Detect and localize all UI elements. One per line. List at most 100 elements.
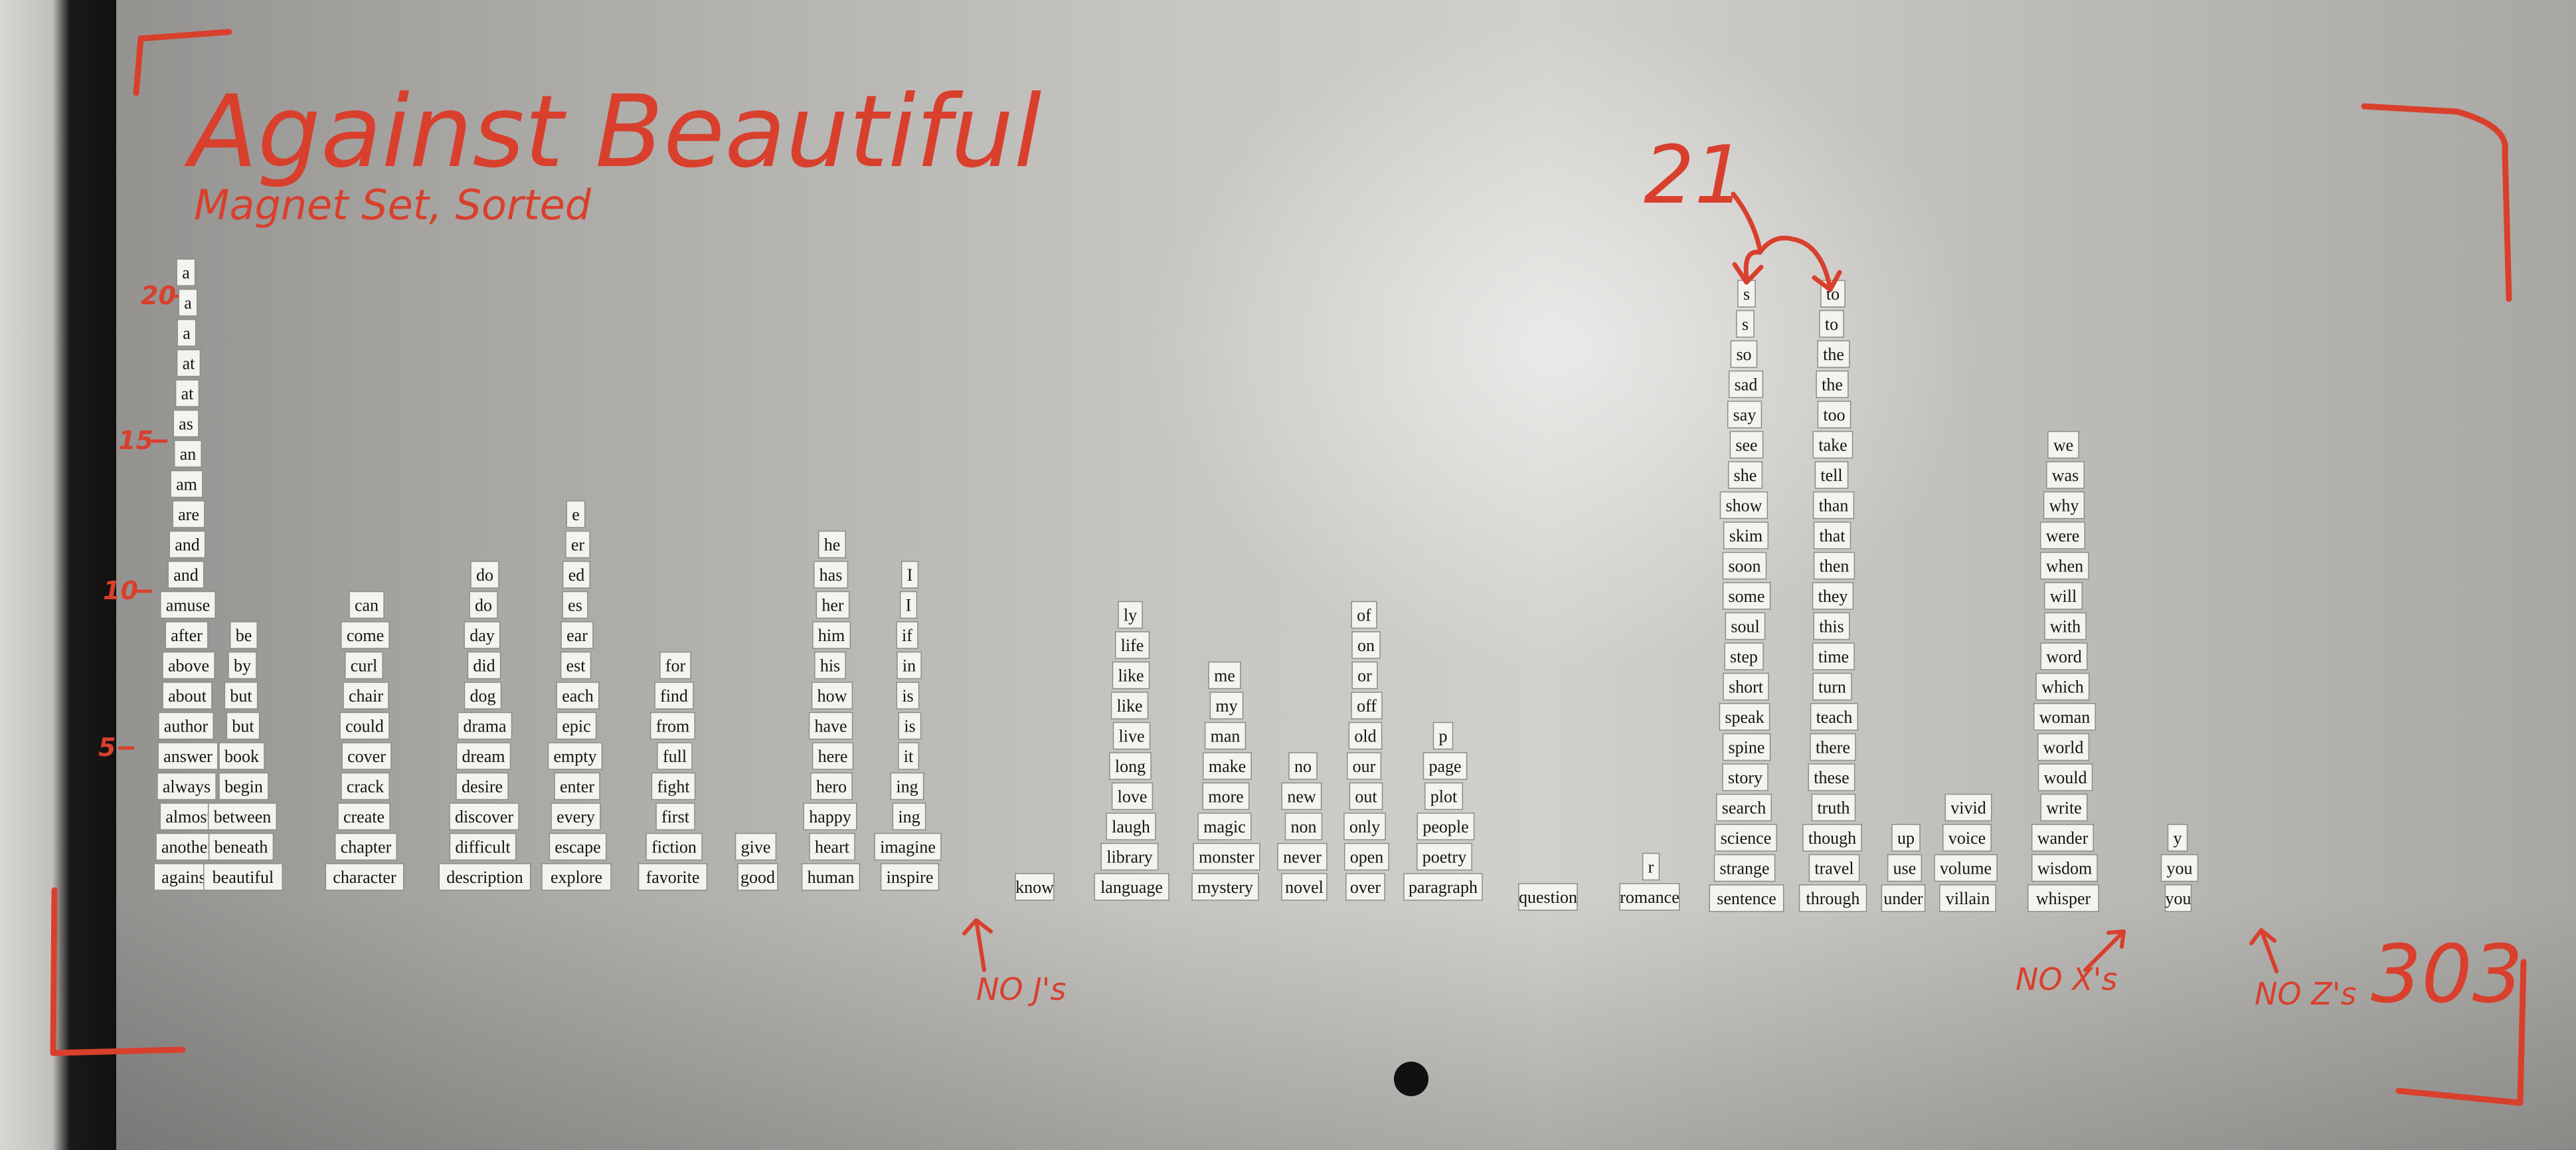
tile-rect: [1816, 370, 1849, 399]
word-tile: at: [175, 379, 200, 407]
tile-word: character: [333, 868, 396, 887]
word-tile: use: [1887, 854, 1923, 882]
tile-rect: [457, 712, 513, 740]
tile-rect: [162, 651, 215, 680]
tile-word: say: [1733, 405, 1757, 425]
tile-rect: [554, 772, 600, 801]
tile-rect: [218, 742, 265, 770]
tile-rect: [737, 863, 778, 891]
word-tile: spine: [1722, 733, 1771, 761]
tile-word: create: [343, 807, 385, 826]
tile-rect: [159, 803, 218, 830]
word-tile: the: [1817, 340, 1850, 368]
tile-rect: [1351, 601, 1377, 629]
column-f: favorite fiction first fight full from find for: [638, 651, 708, 891]
tile-word: how: [817, 686, 847, 706]
tile-word: than: [1819, 496, 1849, 516]
tile-word: a: [182, 263, 190, 282]
tile-word: against: [161, 868, 211, 887]
tile-rect: [1722, 551, 1767, 580]
column-t: through travel though truth these there teach t…: [1798, 280, 1867, 912]
tile-word: were: [2046, 526, 2080, 545]
column-g: good give: [734, 832, 778, 891]
tile-rect: [1094, 873, 1169, 901]
word-tile: create: [337, 803, 390, 830]
word-tile: day: [464, 621, 501, 649]
word-tile: give: [734, 832, 777, 861]
tile-word: heart: [815, 838, 850, 857]
x-tick-label: know: [1015, 873, 1055, 901]
tile-word: short: [1729, 678, 1764, 697]
tile-word: wisdom: [2037, 859, 2092, 878]
word-tile: will: [2044, 582, 2083, 610]
tile-rect: [2047, 431, 2079, 459]
word-tile: people: [1417, 813, 1475, 840]
tile-word: ly: [1124, 606, 1137, 625]
tile-word: novel: [1285, 878, 1324, 897]
column-b: beautiful beneath between begin book but but by…: [203, 621, 283, 891]
tile-word: inspire: [887, 868, 934, 887]
tile-rect: [1737, 280, 1756, 308]
tile-rect: [1727, 401, 1762, 429]
tile-word: too: [1823, 405, 1845, 425]
word-tile: take: [1812, 431, 1853, 459]
word-tile: his: [814, 651, 846, 680]
x-tick-label: good: [737, 863, 778, 891]
tile-word: soon: [1728, 557, 1760, 576]
word-tile: ing: [890, 772, 924, 801]
tile-rect: [1202, 782, 1250, 811]
tile-rect: [175, 379, 200, 407]
annotation-no-z: NO Z's: [2249, 928, 2356, 1012]
tile-rect: [1204, 721, 1246, 750]
tile-rect: [1798, 884, 1867, 912]
no-z-arrow: [2249, 928, 2278, 973]
tile-rect: [2164, 884, 2192, 912]
tile-rect: [1351, 631, 1381, 659]
tile-word: with: [2050, 617, 2081, 636]
word-tile: non: [1284, 813, 1323, 840]
tile-rect: [1281, 873, 1328, 901]
word-tile: this: [1813, 612, 1850, 640]
tile-rect: [809, 832, 855, 861]
tile-rect: [170, 470, 203, 498]
tile-rect: [803, 803, 857, 830]
tile-rect: [341, 621, 390, 649]
tile-word: woman: [2039, 708, 2091, 727]
tile-rect: [562, 561, 590, 589]
tile-rect: [2031, 824, 2094, 852]
tile-word: in: [902, 656, 916, 676]
tile-rect: [1819, 310, 1844, 338]
tile-rect: [208, 832, 274, 861]
tile-word: they: [1818, 587, 1848, 606]
tile-word: show: [1726, 496, 1762, 516]
tile-rect: [556, 712, 597, 740]
tile-rect: [801, 863, 861, 891]
word-tile: r: [1642, 852, 1660, 881]
tile-rect: [343, 682, 389, 710]
column-k: know: [1015, 873, 1055, 901]
tile-word: chair: [349, 686, 383, 706]
word-tile: did: [467, 651, 501, 680]
tile-rect: [1723, 522, 1769, 549]
tile-rect: [2160, 854, 2199, 882]
word-tile: no: [1288, 752, 1318, 780]
word-tile: and: [169, 530, 206, 559]
y-tick-label: 20: [141, 281, 176, 310]
word-tile: has: [813, 561, 849, 589]
tile-word: up: [1897, 828, 1915, 848]
tile-word: another: [161, 838, 213, 857]
tile-word: have: [814, 717, 847, 736]
tile-word: our: [1353, 757, 1376, 776]
tile-rect: [1716, 793, 1772, 822]
word-tile: though: [1802, 824, 1862, 852]
word-tile: dog: [464, 682, 502, 710]
column-v: villain volume voice vivid: [1934, 793, 1998, 912]
annotation-no-x: NO X's: [2016, 929, 2126, 997]
tile-rect: [565, 530, 590, 559]
tile-rect: [1351, 692, 1383, 719]
tile-word: more: [1208, 787, 1243, 807]
word-tile: that: [1813, 522, 1851, 549]
tile-word: step: [1730, 647, 1758, 666]
tile-rect: [1422, 752, 1468, 780]
tile-rect: [898, 712, 922, 740]
